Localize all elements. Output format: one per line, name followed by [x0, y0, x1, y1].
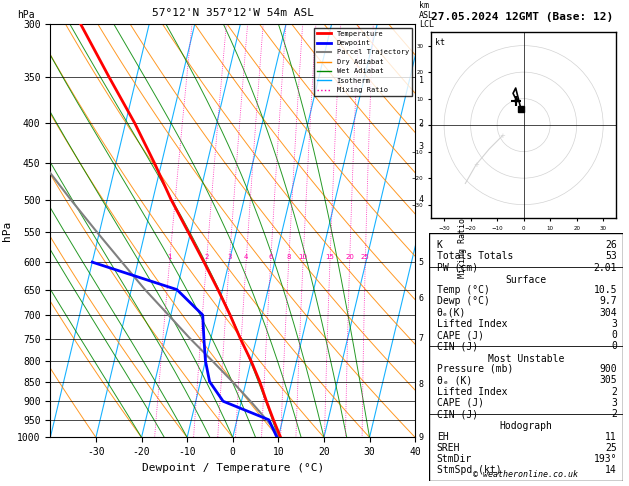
Text: +: +	[473, 162, 479, 168]
Text: 4: 4	[244, 254, 248, 260]
Text: 0: 0	[611, 342, 617, 351]
Text: km
ASL: km ASL	[419, 1, 434, 20]
Text: 7: 7	[419, 334, 424, 343]
Text: CAPE (J): CAPE (J)	[437, 330, 484, 340]
Text: 2: 2	[204, 254, 209, 260]
Text: 900: 900	[599, 364, 617, 374]
Text: θₑ(K): θₑ(K)	[437, 308, 466, 318]
Text: 3: 3	[611, 319, 617, 329]
Text: EH: EH	[437, 432, 448, 442]
Text: 2: 2	[611, 386, 617, 397]
Text: Hodograph: Hodograph	[499, 421, 552, 432]
Text: 14: 14	[605, 466, 617, 475]
Text: K: K	[437, 240, 443, 250]
Text: 15: 15	[326, 254, 335, 260]
Text: LCL: LCL	[419, 20, 434, 29]
Text: 1: 1	[167, 254, 172, 260]
Y-axis label: hPa: hPa	[1, 221, 11, 241]
Text: 26: 26	[605, 240, 617, 250]
Text: Temp (°C): Temp (°C)	[437, 285, 489, 295]
Text: Dewp (°C): Dewp (°C)	[437, 296, 489, 306]
Text: 6: 6	[269, 254, 273, 260]
Text: 2.01: 2.01	[593, 262, 617, 273]
Text: +: +	[499, 133, 505, 139]
Text: 3: 3	[227, 254, 231, 260]
Text: StmDir: StmDir	[437, 454, 472, 464]
Text: 3: 3	[611, 398, 617, 408]
Text: Pressure (mb): Pressure (mb)	[437, 364, 513, 374]
Legend: Temperature, Dewpoint, Parcel Trajectory, Dry Adiabat, Wet Adiabat, Isotherm, Mi: Temperature, Dewpoint, Parcel Trajectory…	[314, 28, 411, 96]
Title: 57°12'N 357°12'W 54m ASL: 57°12'N 357°12'W 54m ASL	[152, 8, 314, 18]
Text: © weatheronline.co.uk: © weatheronline.co.uk	[474, 469, 578, 479]
Text: 1: 1	[419, 75, 424, 85]
Text: 10: 10	[299, 254, 308, 260]
Text: 25: 25	[361, 254, 370, 260]
Text: 11: 11	[605, 432, 617, 442]
Text: 0: 0	[611, 330, 617, 340]
Text: PW (cm): PW (cm)	[437, 262, 478, 273]
Text: Lifted Index: Lifted Index	[437, 319, 507, 329]
Text: 8: 8	[419, 380, 424, 389]
Text: StmSpd (kt): StmSpd (kt)	[437, 466, 501, 475]
Text: Mixing Ratio (g/kg): Mixing Ratio (g/kg)	[458, 183, 467, 278]
Text: CIN (J): CIN (J)	[437, 342, 478, 351]
Text: 2: 2	[419, 119, 424, 127]
Text: 25: 25	[605, 443, 617, 453]
Text: SREH: SREH	[437, 443, 460, 453]
Text: hPa: hPa	[18, 10, 35, 20]
Text: kt: kt	[435, 38, 445, 47]
Text: 20: 20	[345, 254, 354, 260]
Text: θₑ (K): θₑ (K)	[437, 375, 472, 385]
Text: Totals Totals: Totals Totals	[437, 251, 513, 261]
Text: CAPE (J): CAPE (J)	[437, 398, 484, 408]
Text: 4: 4	[419, 195, 424, 204]
Text: 27.05.2024 12GMT (Base: 12): 27.05.2024 12GMT (Base: 12)	[431, 12, 613, 22]
Text: Lifted Index: Lifted Index	[437, 386, 507, 397]
Text: Surface: Surface	[505, 275, 547, 285]
Text: 5: 5	[419, 258, 424, 267]
Text: 53: 53	[605, 251, 617, 261]
Text: 3: 3	[419, 142, 424, 151]
Text: 8: 8	[287, 254, 291, 260]
Text: Most Unstable: Most Unstable	[487, 354, 564, 364]
Text: 9: 9	[419, 433, 424, 442]
Text: 10.5: 10.5	[593, 285, 617, 295]
Text: 305: 305	[599, 375, 617, 385]
Text: 304: 304	[599, 308, 617, 318]
Text: CIN (J): CIN (J)	[437, 409, 478, 419]
Text: 9.7: 9.7	[599, 296, 617, 306]
X-axis label: Dewpoint / Temperature (°C): Dewpoint / Temperature (°C)	[142, 463, 324, 473]
Text: 2: 2	[611, 409, 617, 419]
Text: 6: 6	[419, 294, 424, 303]
Text: 193°: 193°	[593, 454, 617, 464]
